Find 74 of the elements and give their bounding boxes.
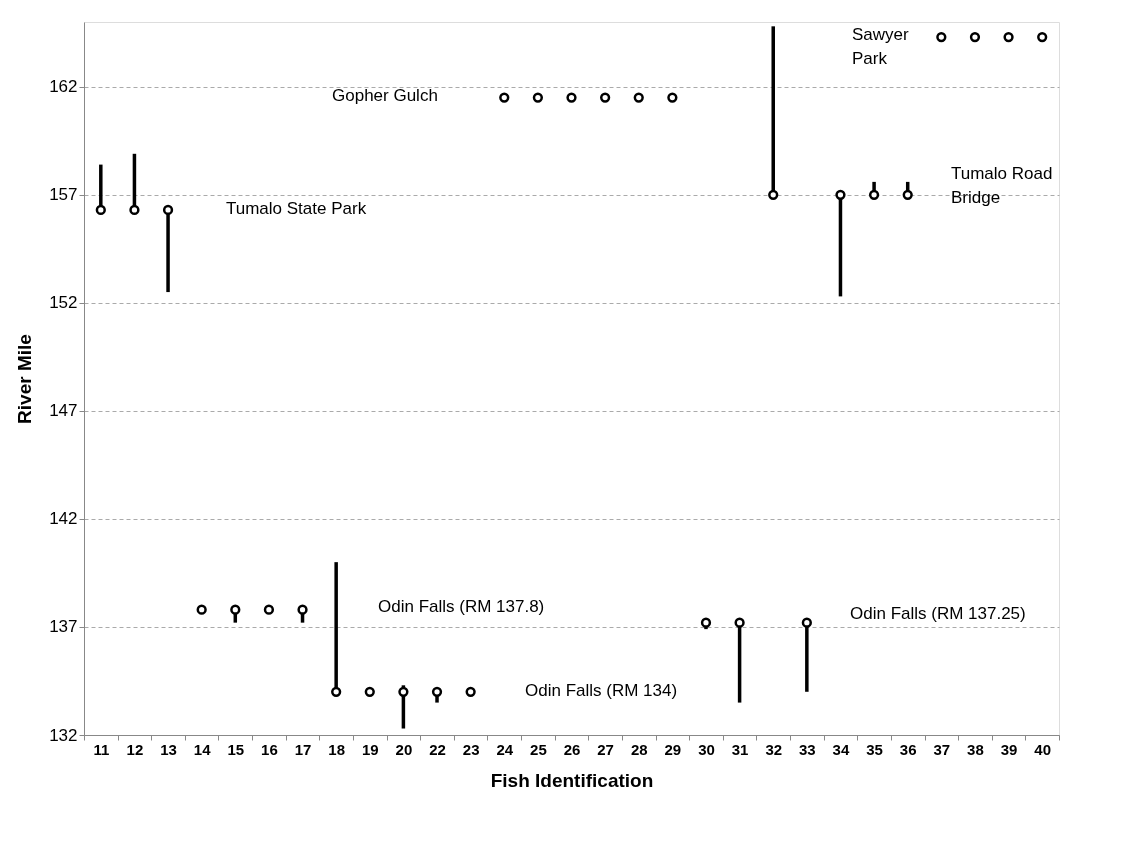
- point: [868, 189, 880, 200]
- point: [600, 92, 611, 103]
- point: [734, 617, 745, 628]
- x-tick-label: 37: [933, 740, 951, 758]
- x-tick-label: 17: [294, 740, 312, 758]
- point: [902, 189, 913, 200]
- y-tick-label: 162: [49, 77, 78, 97]
- x-tick-label: 30: [698, 740, 715, 758]
- x-tick-label: 14: [193, 740, 212, 758]
- x-axis-title: Fish Identification: [490, 769, 654, 791]
- x-tick-label: 24: [496, 740, 514, 758]
- point: [969, 32, 981, 43]
- point: [532, 92, 543, 103]
- x-tick-label: 40: [1034, 740, 1052, 758]
- x-tick-label: 32: [765, 740, 783, 758]
- x-tick-label: 39: [1000, 740, 1018, 758]
- x-tick-label: 20: [395, 740, 413, 758]
- x-tick-label: 13: [160, 740, 177, 758]
- x-tick-label: 34: [832, 740, 850, 758]
- x-tick-label: 25: [530, 740, 547, 758]
- x-tick-label: 23: [462, 740, 480, 758]
- annotation: Gopher Gulch: [332, 86, 438, 105]
- y-tick-label: 147: [49, 401, 78, 421]
- annotation: Tumalo State Park: [226, 199, 367, 218]
- point: [162, 204, 174, 216]
- point: [465, 686, 476, 697]
- point: [263, 604, 275, 615]
- x-tick-label: 11: [93, 740, 110, 758]
- x-tick-label: 12: [126, 740, 144, 758]
- x-tick-label: 22: [429, 740, 446, 758]
- point: [566, 92, 577, 103]
- x-tick-label: 36: [899, 740, 917, 758]
- point: [297, 604, 308, 615]
- point: [667, 92, 678, 103]
- point: [95, 204, 106, 216]
- point: [633, 92, 644, 103]
- annotation: Odin Falls (RM 137.25): [850, 604, 1026, 623]
- point: [398, 686, 409, 697]
- x-tick-label: 19: [361, 740, 379, 758]
- x-tick-label: 18: [328, 740, 345, 758]
- point: [1003, 32, 1014, 43]
- point: [499, 92, 510, 103]
- x-tick-label: 26: [563, 740, 581, 758]
- x-tick-label: 28: [630, 740, 648, 758]
- point: [431, 686, 443, 697]
- y-axis-title: River Mile: [14, 334, 36, 424]
- annotation: Sawyer Park: [852, 25, 910, 68]
- x-tick-label: 15: [227, 740, 245, 758]
- y-tick-label: 152: [49, 293, 78, 313]
- point: [196, 604, 207, 615]
- point: [835, 189, 846, 200]
- annotation: Odin Falls (RM 134): [525, 681, 678, 700]
- y-tick-label: 137: [49, 617, 78, 637]
- point: [1037, 32, 1048, 43]
- x-tick-label: 38: [967, 740, 984, 758]
- point: [768, 189, 779, 200]
- x-tick-label: 29: [664, 740, 682, 758]
- x-tick-label: 31: [731, 740, 749, 758]
- y-tick-label: 142: [49, 509, 78, 529]
- point: [331, 686, 342, 697]
- x-tick-label: 16: [261, 740, 278, 758]
- point: [230, 604, 241, 615]
- point: [129, 204, 140, 216]
- point: [801, 617, 812, 628]
- y-tick-label: 132: [49, 725, 78, 745]
- x-tick-label: 27: [597, 740, 614, 758]
- x-tick-label: 33: [799, 740, 816, 758]
- y-tick-label: 157: [49, 185, 78, 205]
- annotation: Odin Falls (RM 137.8): [378, 597, 545, 616]
- point: [364, 686, 375, 697]
- x-tick-label: 35: [866, 740, 883, 758]
- annotation: Tumalo Road Bridge: [951, 164, 1053, 207]
- point: [700, 617, 712, 628]
- point: [936, 32, 947, 43]
